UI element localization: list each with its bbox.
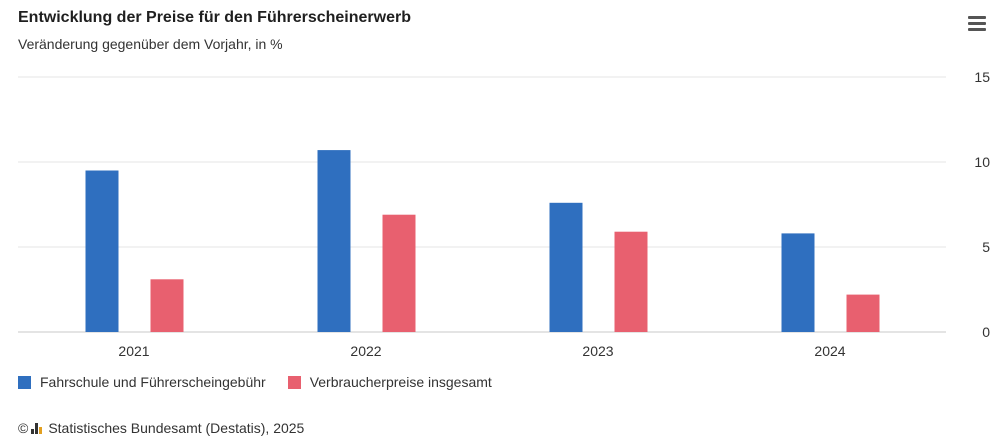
- bar-series-1-2023: [549, 202, 583, 332]
- bar-series-2-2023: [614, 231, 648, 332]
- legend-label-series-2: Verbraucherpreise insgesamt: [309, 374, 492, 390]
- bar-series-2-2024: [846, 294, 880, 332]
- legend-label-series-1: Fahrschule und Führerscheingebühr: [40, 374, 266, 390]
- legend-swatch-series-2: [287, 375, 301, 389]
- source-footer: © Statistisches Bundesamt (Destatis), 20…: [18, 420, 304, 436]
- y-tick-label: 15: [974, 69, 990, 85]
- y-tick-label: 10: [974, 154, 990, 170]
- legend: Fahrschule und Führerscheingebühr Verbra…: [18, 374, 492, 390]
- x-tick-label: 2021: [118, 343, 149, 359]
- copyright-symbol: ©: [18, 420, 29, 436]
- chart-title: Entwicklung der Preise für den Führersch…: [18, 9, 411, 26]
- x-tick-label: 2022: [350, 343, 381, 359]
- legend-swatch-series-1: [18, 375, 31, 389]
- hamburger-menu-icon[interactable]: [966, 14, 988, 34]
- bar-series-1-2022: [317, 150, 351, 332]
- y-tick-label: 0: [982, 324, 990, 340]
- chart-subtitle: Veränderung gegenüber dem Vorjahr, in %: [18, 36, 283, 52]
- destatis-logo-icon: [31, 422, 43, 434]
- bar-series-2-2022: [382, 214, 416, 332]
- x-tick-label: 2024: [814, 343, 845, 359]
- legend-item-series-1[interactable]: Fahrschule und Führerscheingebühr: [18, 374, 266, 390]
- bar-series-1-2021: [85, 170, 119, 332]
- bar-chart: 0 5 10 15 2021 2022 2023 2024: [18, 69, 990, 359]
- bar-series-2-2021: [150, 279, 184, 332]
- y-tick-label: 5: [982, 239, 990, 255]
- x-tick-label: 2023: [582, 343, 613, 359]
- bar-series-1-2024: [781, 233, 815, 332]
- legend-item-series-2[interactable]: Verbraucherpreise insgesamt: [287, 374, 492, 390]
- source-text: Statistisches Bundesamt (Destatis), 2025: [48, 420, 305, 436]
